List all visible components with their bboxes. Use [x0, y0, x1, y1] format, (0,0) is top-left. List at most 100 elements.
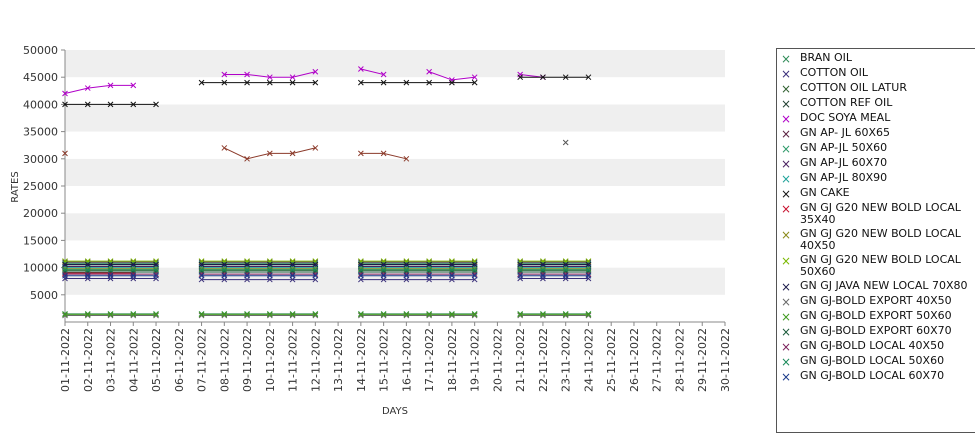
series-15 — [62, 311, 592, 318]
x-tick-label: 14-11-2022 — [355, 328, 368, 392]
data-point — [289, 79, 296, 86]
data-point — [62, 101, 68, 108]
data-point — [358, 266, 364, 273]
legend-marker-icon: × — [781, 97, 792, 111]
data-point — [107, 266, 114, 273]
data-point — [358, 311, 364, 318]
y-axis-tick-labels: 5000 10000 15000 20000 25000 30000 35000 40000 4… — [23, 44, 65, 302]
legend-item: × GN AP- JL 60X65 — [781, 127, 975, 141]
data-point — [380, 312, 387, 319]
x-tick-label: 08-11-2022 — [218, 328, 231, 392]
data-point — [562, 74, 569, 81]
data-point — [471, 79, 478, 86]
data-point — [107, 311, 114, 318]
data-point — [449, 266, 455, 273]
x-axis-tick-labels: 01-11-2022 02-11-2022 03-11-2022 04-11-2022… — [59, 328, 732, 392]
data-point — [540, 311, 546, 318]
legend-marker-icon: × — [781, 112, 792, 126]
data-point — [221, 259, 228, 266]
legend-item: × GN GJ-BOLD EXPORT 50X60 — [781, 310, 975, 324]
legend-item: × GN CAKE — [781, 187, 975, 201]
x-tick-label: 09-11-2022 — [241, 328, 254, 392]
legend-label: GN GJ G20 NEW BOLD LOCAL 40X50 — [800, 227, 961, 252]
data-point — [517, 259, 524, 266]
data-point — [84, 266, 91, 273]
series-layer — [62, 66, 592, 319]
legend-label: COTTON OIL LATUR — [800, 81, 907, 94]
data-point — [266, 261, 273, 268]
data-point — [540, 272, 546, 279]
y-tick-label: 15000 — [23, 234, 58, 247]
data-point — [562, 312, 569, 319]
data-point — [403, 311, 410, 318]
data-point — [426, 311, 432, 318]
data-point — [449, 272, 455, 279]
data-point — [289, 312, 296, 319]
data-point — [358, 272, 364, 279]
data-point — [84, 311, 91, 318]
data-point — [312, 79, 319, 86]
legend-item: × COTTON OIL LATUR — [781, 81, 975, 96]
data-point — [84, 272, 91, 279]
data-point — [289, 272, 296, 279]
legend-item: × DOC SOYA MEAL — [781, 112, 975, 126]
data-point — [198, 261, 205, 268]
legend-item: × GN AP-JL 50X60 — [781, 142, 975, 156]
legend-label: GN GJ-BOLD EXPORT 60X70 — [800, 324, 952, 337]
x-tick-label: 15-11-2022 — [378, 328, 391, 392]
data-point — [426, 68, 432, 75]
legend-item: × GN GJ G20 NEW BOLD LOCAL 40X50 — [781, 228, 975, 252]
series-5 — [62, 259, 592, 266]
data-point — [380, 266, 387, 273]
data-point — [312, 312, 319, 319]
data-point — [107, 312, 114, 319]
data-point — [244, 71, 250, 78]
data-point — [84, 261, 91, 268]
data-point — [289, 311, 296, 318]
data-point — [562, 311, 569, 318]
data-point — [244, 272, 250, 279]
grid-band — [65, 50, 725, 78]
data-point — [585, 311, 592, 318]
data-point — [107, 82, 114, 89]
data-point — [266, 79, 273, 86]
data-point — [426, 312, 432, 319]
series-11 — [62, 265, 592, 272]
legend-marker-icon: × — [781, 355, 792, 369]
x-tick-label: 21-11-2022 — [514, 328, 527, 392]
series-19 — [62, 272, 592, 279]
x-tick-label: 29-11-2022 — [696, 328, 709, 392]
legend-item: × GN GJ G20 NEW BOLD LOCAL 50X60 — [781, 254, 975, 278]
data-point — [562, 272, 569, 279]
data-point — [221, 272, 228, 279]
data-point — [380, 150, 387, 157]
grid-band — [65, 213, 725, 241]
data-point — [221, 71, 228, 78]
data-point — [244, 79, 250, 86]
data-point — [449, 79, 455, 86]
data-point — [380, 261, 387, 268]
data-point — [358, 79, 364, 86]
x-tick-label: 12-11-2022 — [309, 328, 322, 392]
y-axis-title: RATES — [10, 171, 21, 202]
x-axis-title: DAYS — [382, 406, 408, 417]
x-tick-label: 05-11-2022 — [150, 328, 163, 392]
data-point — [84, 85, 91, 91]
data-point — [130, 101, 137, 108]
data-point — [517, 272, 524, 279]
y-tick-label: 35000 — [23, 126, 58, 139]
x-tick-label: 28-11-2022 — [673, 328, 686, 392]
data-point — [403, 266, 410, 273]
data-point — [221, 312, 228, 319]
legend-item: × GN AP-JL 80X90 — [781, 172, 975, 186]
y-tick-label: 30000 — [23, 153, 58, 166]
grid-band — [65, 294, 725, 322]
data-point — [107, 259, 114, 266]
legend-item: × BRAN OIL — [781, 52, 975, 66]
data-point — [266, 259, 273, 266]
data-point — [130, 272, 137, 279]
legend-marker-icon: × — [781, 127, 792, 141]
data-point — [62, 90, 68, 97]
data-point — [153, 266, 159, 273]
